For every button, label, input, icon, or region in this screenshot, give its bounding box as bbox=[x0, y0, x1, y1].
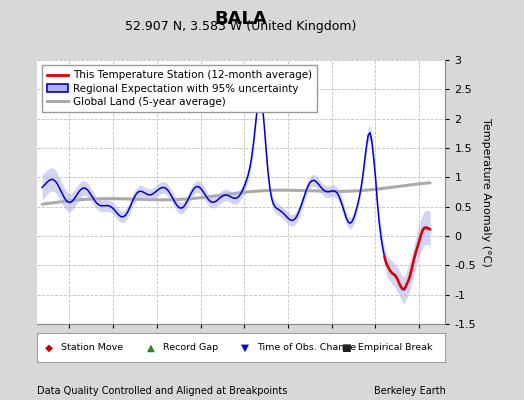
Text: ▲: ▲ bbox=[147, 342, 155, 353]
Text: Record Gap: Record Gap bbox=[163, 343, 219, 352]
Legend: This Temperature Station (12-month average), Regional Expectation with 95% uncer: This Temperature Station (12-month avera… bbox=[42, 65, 318, 112]
Text: Station Move: Station Move bbox=[61, 343, 123, 352]
Text: ▼: ▼ bbox=[241, 342, 249, 353]
Text: ■: ■ bbox=[341, 342, 351, 353]
Text: Berkeley Earth: Berkeley Earth bbox=[374, 386, 445, 396]
Text: Time of Obs. Change: Time of Obs. Change bbox=[257, 343, 356, 352]
Text: BALA: BALA bbox=[215, 10, 267, 28]
Text: ◆: ◆ bbox=[45, 342, 53, 353]
Text: Empirical Break: Empirical Break bbox=[357, 343, 432, 352]
Y-axis label: Temperature Anomaly (°C): Temperature Anomaly (°C) bbox=[482, 118, 492, 266]
Text: 52.907 N, 3.583 W (United Kingdom): 52.907 N, 3.583 W (United Kingdom) bbox=[125, 20, 357, 33]
Text: Data Quality Controlled and Aligned at Breakpoints: Data Quality Controlled and Aligned at B… bbox=[37, 386, 287, 396]
